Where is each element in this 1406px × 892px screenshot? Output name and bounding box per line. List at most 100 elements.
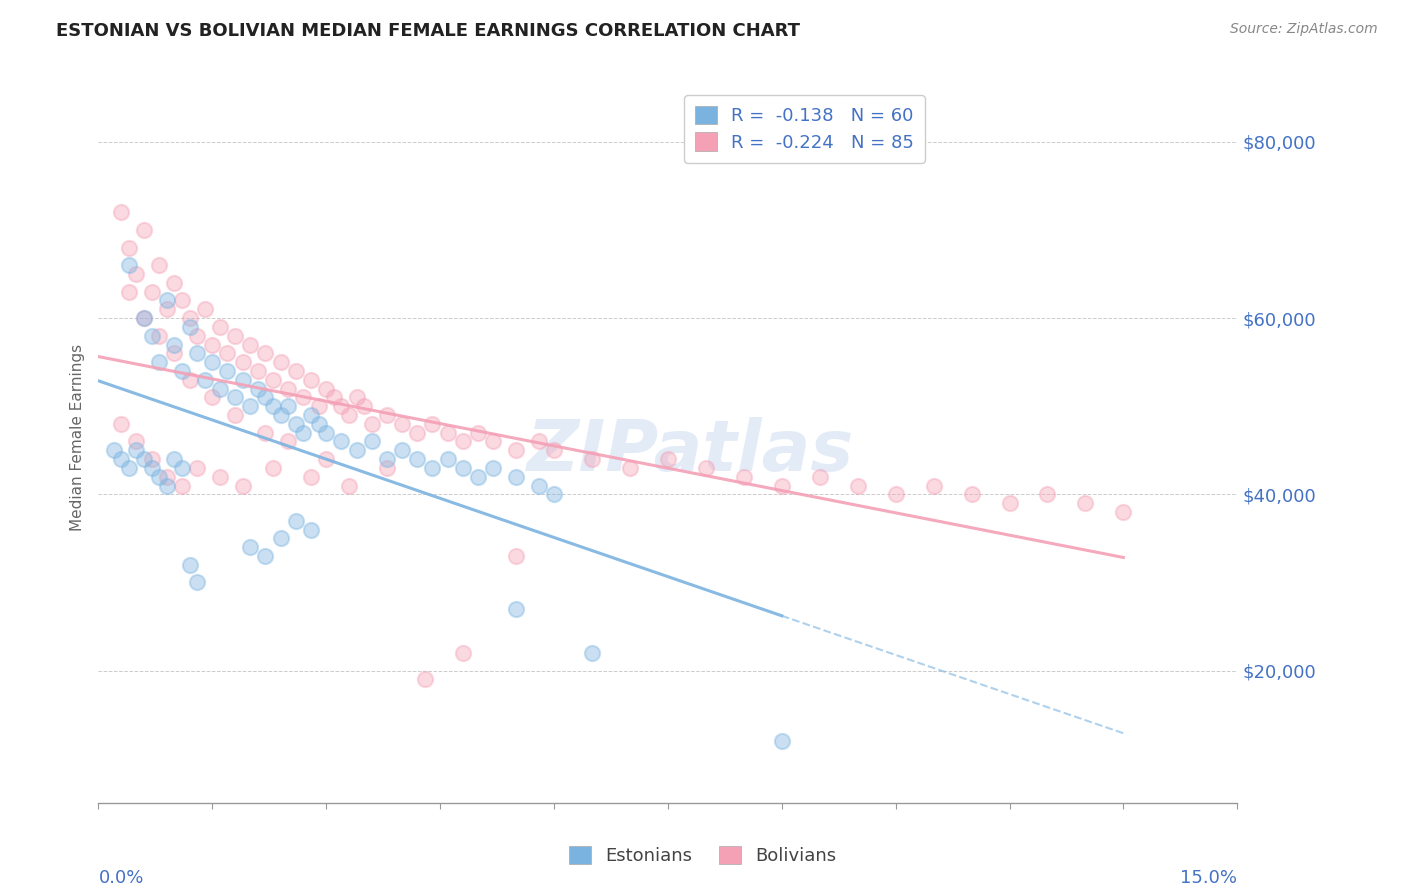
Point	[922, 478, 945, 492]
Point	[132, 223, 155, 237]
Point	[179, 320, 201, 334]
Point	[125, 443, 148, 458]
Point	[360, 417, 382, 431]
Point	[201, 337, 224, 351]
Text: 0.0%: 0.0%	[98, 869, 143, 887]
Point	[148, 355, 170, 369]
Point	[581, 452, 603, 467]
Point	[337, 478, 360, 492]
Point	[132, 452, 155, 467]
Point	[163, 276, 186, 290]
Point	[884, 487, 907, 501]
Point	[391, 417, 413, 431]
Point	[619, 461, 641, 475]
Point	[451, 434, 474, 449]
Point	[505, 549, 527, 563]
Point	[527, 434, 550, 449]
Point	[505, 602, 527, 616]
Point	[695, 461, 717, 475]
Point	[277, 434, 299, 449]
Point	[125, 267, 148, 281]
Point	[284, 514, 307, 528]
Point	[346, 443, 368, 458]
Point	[315, 425, 337, 440]
Point	[148, 258, 170, 272]
Point	[353, 399, 375, 413]
Point	[156, 478, 179, 492]
Point	[846, 478, 869, 492]
Point	[208, 320, 231, 334]
Point	[375, 452, 398, 467]
Y-axis label: Median Female Earnings: Median Female Earnings	[69, 343, 84, 531]
Point	[217, 364, 239, 378]
Point	[148, 328, 170, 343]
Point	[299, 373, 322, 387]
Legend: R =  -0.138   N = 60, R =  -0.224   N = 85: R = -0.138 N = 60, R = -0.224 N = 85	[685, 95, 925, 162]
Point	[141, 461, 163, 475]
Point	[208, 382, 231, 396]
Point	[118, 461, 141, 475]
Point	[246, 364, 269, 378]
Point	[330, 399, 353, 413]
Point	[808, 469, 831, 483]
Point	[103, 443, 125, 458]
Text: ESTONIAN VS BOLIVIAN MEDIAN FEMALE EARNINGS CORRELATION CHART: ESTONIAN VS BOLIVIAN MEDIAN FEMALE EARNI…	[56, 22, 800, 40]
Point	[451, 646, 474, 660]
Point	[467, 425, 489, 440]
Point	[733, 469, 755, 483]
Point	[657, 452, 679, 467]
Text: 15.0%: 15.0%	[1180, 869, 1237, 887]
Point	[292, 391, 315, 405]
Point	[254, 391, 277, 405]
Point	[186, 575, 208, 590]
Point	[208, 469, 231, 483]
Point	[141, 285, 163, 299]
Point	[163, 337, 186, 351]
Point	[277, 399, 299, 413]
Point	[239, 337, 262, 351]
Point	[330, 434, 353, 449]
Point	[1074, 496, 1097, 510]
Text: ZIPatlas: ZIPatlas	[527, 417, 855, 486]
Point	[543, 443, 565, 458]
Point	[170, 461, 193, 475]
Point	[960, 487, 983, 501]
Point	[346, 391, 368, 405]
Point	[436, 425, 458, 440]
Point	[170, 293, 193, 308]
Point	[148, 469, 170, 483]
Point	[422, 461, 444, 475]
Point	[375, 461, 398, 475]
Point	[391, 443, 413, 458]
Point	[132, 311, 155, 326]
Point	[527, 478, 550, 492]
Point	[141, 452, 163, 467]
Point	[201, 355, 224, 369]
Point	[337, 408, 360, 422]
Point	[239, 540, 262, 554]
Point	[322, 391, 344, 405]
Point	[217, 346, 239, 360]
Point	[224, 328, 246, 343]
Point	[118, 258, 141, 272]
Point	[186, 346, 208, 360]
Point	[270, 532, 292, 546]
Point	[467, 469, 489, 483]
Point	[179, 558, 201, 572]
Point	[299, 469, 322, 483]
Point	[232, 373, 254, 387]
Point	[201, 391, 224, 405]
Point	[118, 241, 141, 255]
Point	[194, 373, 217, 387]
Point	[284, 364, 307, 378]
Point	[315, 452, 337, 467]
Point	[156, 469, 179, 483]
Point	[156, 302, 179, 317]
Point	[156, 293, 179, 308]
Point	[254, 549, 277, 563]
Point	[163, 346, 186, 360]
Point	[132, 311, 155, 326]
Point	[1112, 505, 1135, 519]
Point	[163, 452, 186, 467]
Point	[308, 417, 330, 431]
